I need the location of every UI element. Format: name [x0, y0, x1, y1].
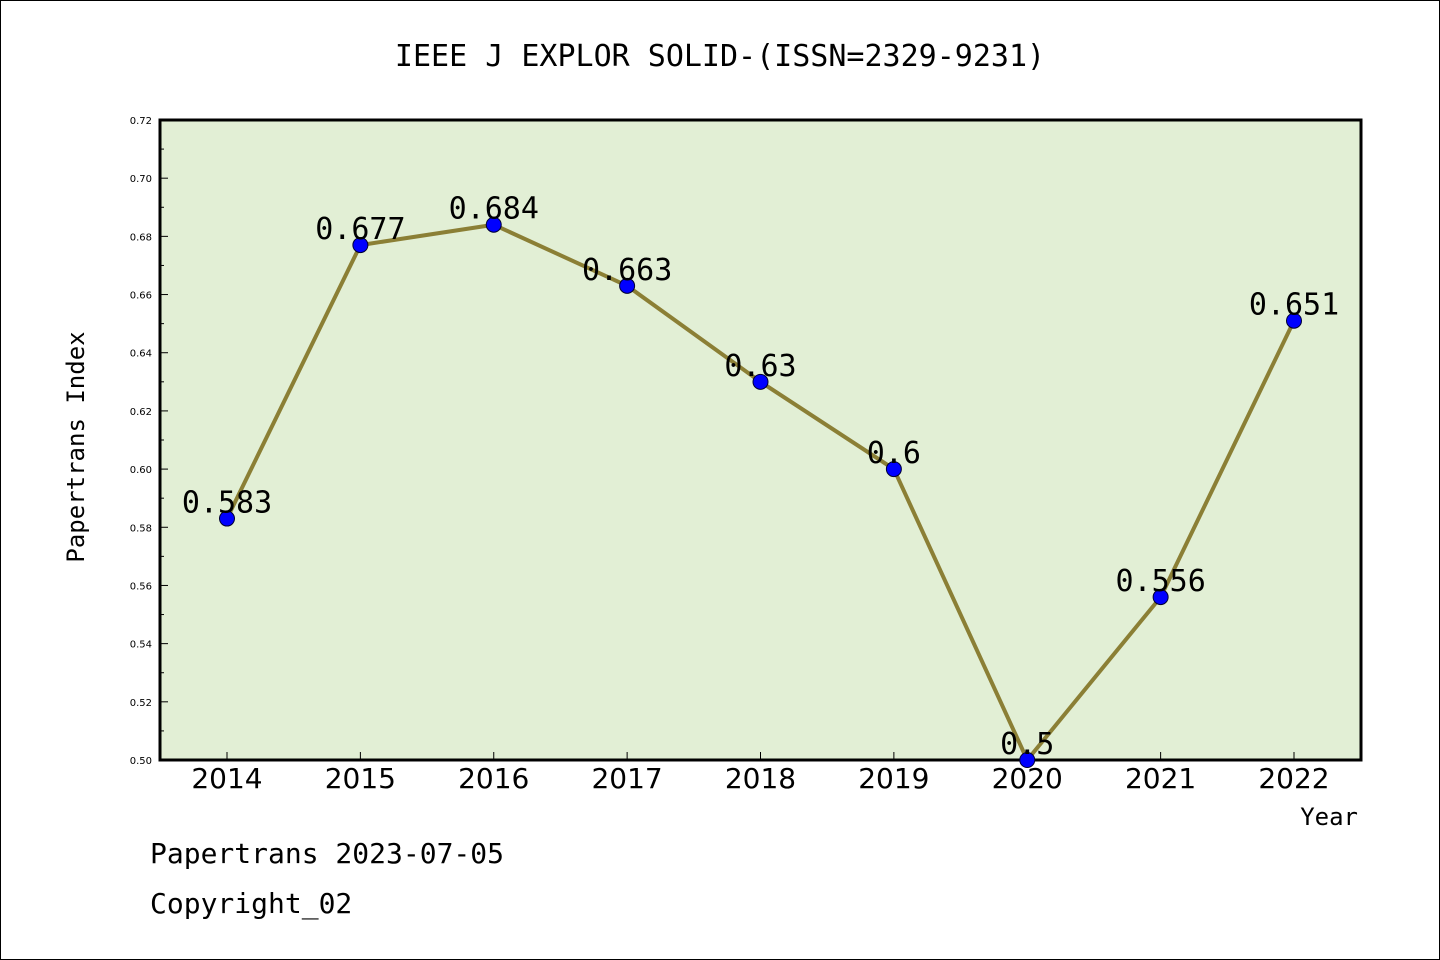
x-tick-label: 2018 — [725, 762, 796, 795]
data-label: 0.556 — [1115, 564, 1205, 599]
data-point — [1152, 589, 1169, 606]
x-axis: 2014 2015 2016 2017 2018 2019 2020 2021 2022 — [191, 752, 1330, 795]
data-point — [885, 461, 902, 478]
data-label: 0.651 — [1249, 288, 1339, 323]
data-label: 0.677 — [315, 212, 405, 247]
data-label: 0.684 — [449, 192, 539, 227]
y-tick-label: 0.54 — [130, 640, 152, 651]
x-tick-label: 2019 — [858, 762, 929, 795]
data-point — [619, 277, 636, 294]
y-tick-label: 0.70 — [130, 174, 152, 185]
data-point — [485, 216, 502, 233]
data-point — [219, 510, 235, 527]
y-tick-label: 0.62 — [130, 407, 152, 418]
footer-copyright: Copyright_02 — [150, 887, 352, 921]
y-tick-label: 0.52 — [130, 698, 152, 709]
x-tick-label: 2015 — [325, 762, 396, 795]
chart-title: IEEE J EXPLOR SOLID-(ISSN=2329-9231) — [395, 39, 1045, 74]
y-tick-label: 0.68 — [130, 232, 152, 243]
data-point — [1019, 752, 1036, 768]
x-tick-label: 2014 — [191, 762, 262, 795]
y-tick-label: 0.56 — [130, 581, 152, 592]
plot-area — [158, 118, 1363, 762]
data-point — [352, 237, 369, 254]
data-label: 0.6 — [867, 436, 921, 471]
data-point — [752, 373, 769, 390]
y-tick-label: 0.66 — [130, 291, 152, 302]
y-tick-label: 0.50 — [130, 756, 152, 767]
data-point — [1286, 312, 1302, 329]
data-label: 0.5 — [1000, 727, 1054, 762]
x-tick-label: 2016 — [458, 762, 529, 795]
y-axis-label: Papertrans Index — [62, 331, 90, 562]
y-tick-label: 0.72 — [130, 116, 152, 127]
data-label: 0.663 — [582, 253, 672, 288]
x-tick-label: 2022 — [1258, 762, 1329, 795]
x-tick-label: 2017 — [591, 762, 662, 795]
series-layer: 0.583 0.677 0.684 0.663 0.63 0.6 0.5 0.556 0.651 — [182, 192, 1339, 768]
data-label: 0.583 — [182, 486, 272, 521]
x-axis-label: Year — [1300, 803, 1358, 831]
y-tick-label: 0.60 — [130, 465, 152, 476]
y-tick-label: 0.64 — [130, 349, 152, 360]
y-tick-label: 0.58 — [130, 523, 152, 534]
y-axis: 0.50 0.52 0.54 0.56 0.58 0.60 0.62 0.64 0.66 0.68… — [130, 116, 168, 767]
data-label: 0.63 — [724, 349, 796, 384]
footer-date: Papertrans 2023-07-05 — [150, 837, 504, 870]
x-tick-label: 2021 — [1125, 762, 1196, 795]
